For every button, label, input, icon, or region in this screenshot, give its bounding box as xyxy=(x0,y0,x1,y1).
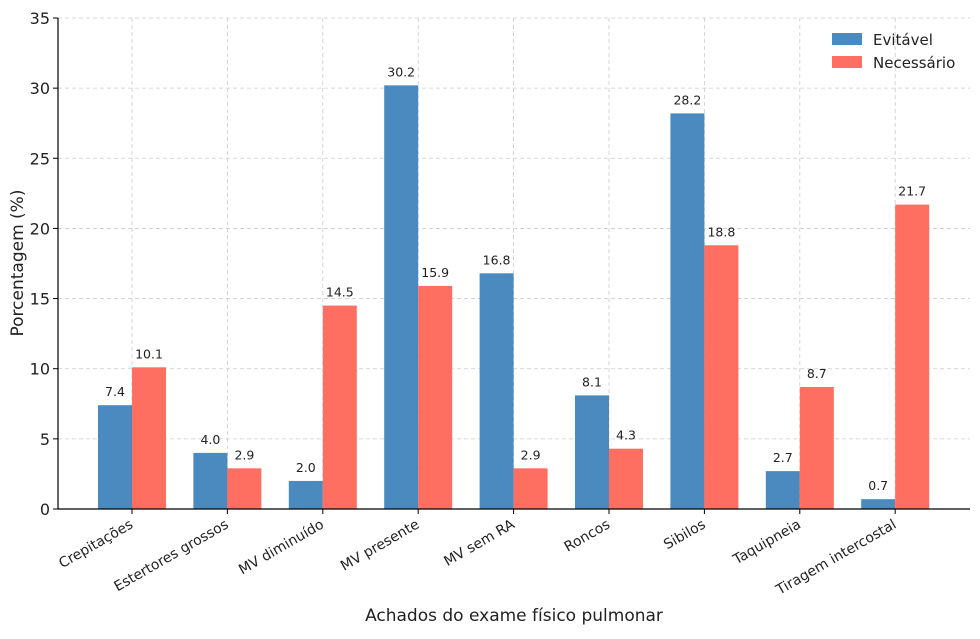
data-label: 15.9 xyxy=(421,265,449,280)
legend-label: Evitável xyxy=(873,31,933,49)
x-tick-label: Sibilos xyxy=(661,517,708,554)
data-label: 4.3 xyxy=(616,428,636,443)
bar-evitavel xyxy=(670,113,705,509)
x-tick-label: MV presente xyxy=(338,517,422,575)
bars xyxy=(98,85,930,509)
data-label: 0.7 xyxy=(868,478,888,493)
data-label: 14.5 xyxy=(326,285,354,300)
bar-necessario xyxy=(513,468,548,509)
y-tick-label: 0 xyxy=(40,500,50,519)
data-label: 2.7 xyxy=(773,450,793,465)
data-label: 28.2 xyxy=(673,92,701,107)
bar-necessario xyxy=(322,305,357,509)
legend: Evitável Necessário xyxy=(832,31,955,72)
data-label: 2.9 xyxy=(234,447,254,462)
y-tick-label: 20 xyxy=(30,219,50,238)
bar-evitavel xyxy=(288,480,323,509)
bar-necessario xyxy=(418,285,453,509)
bar-necessario xyxy=(895,204,930,509)
x-tick-label: MV sem RA xyxy=(441,516,518,569)
bar-evitavel xyxy=(765,471,800,509)
x-tick-label: Roncos xyxy=(562,517,613,556)
data-label: 2.0 xyxy=(296,460,316,475)
legend-label: Necessário xyxy=(873,54,955,72)
bar-necessario xyxy=(609,448,643,509)
bar-necessario xyxy=(799,386,834,509)
y-tick-label: 25 xyxy=(30,149,50,168)
x-axis-label: Achados do exame físico pulmonar xyxy=(365,606,663,626)
y-tick-label: 35 xyxy=(30,9,50,28)
data-label: 8.7 xyxy=(807,366,827,381)
bar-evitavel xyxy=(479,273,514,509)
data-label: 10.1 xyxy=(135,346,163,361)
bar-evitavel xyxy=(193,452,228,509)
data-label: 4.0 xyxy=(200,432,220,447)
data-label: 30.2 xyxy=(387,64,415,79)
bar-evitavel xyxy=(98,405,132,509)
bar-necessario xyxy=(227,468,262,509)
data-label: 16.8 xyxy=(483,252,511,267)
bar-necessario xyxy=(132,367,166,509)
bar-necessario xyxy=(704,245,739,509)
legend-swatch xyxy=(832,33,862,45)
data-label: 7.4 xyxy=(105,384,125,399)
bar-evitavel xyxy=(384,85,419,509)
data-label: 18.8 xyxy=(707,224,735,239)
data-label: 8.1 xyxy=(582,374,602,389)
x-tick-label: Taquipneia xyxy=(730,517,804,569)
data-label: 21.7 xyxy=(898,184,926,199)
x-tick-label: Crepitações xyxy=(56,517,136,572)
y-tick-label: 30 xyxy=(30,79,50,98)
x-tick-label: MV diminuído xyxy=(236,517,327,579)
bar-evitavel xyxy=(575,395,609,509)
legend-swatch xyxy=(832,56,862,68)
bar-evitavel xyxy=(861,499,896,509)
data-labels: 7.4 4.0 2.0 30.2 16.8 8.1 28.2 2.7 0.7 10.1 2.9 14.… xyxy=(105,64,926,493)
y-tick-label: 10 xyxy=(30,360,50,379)
y-axis-label: Porcentagem (%) xyxy=(8,190,28,337)
y-tick-label: 5 xyxy=(40,430,50,449)
data-label: 2.9 xyxy=(521,447,541,462)
y-tick-label: 15 xyxy=(30,290,50,309)
